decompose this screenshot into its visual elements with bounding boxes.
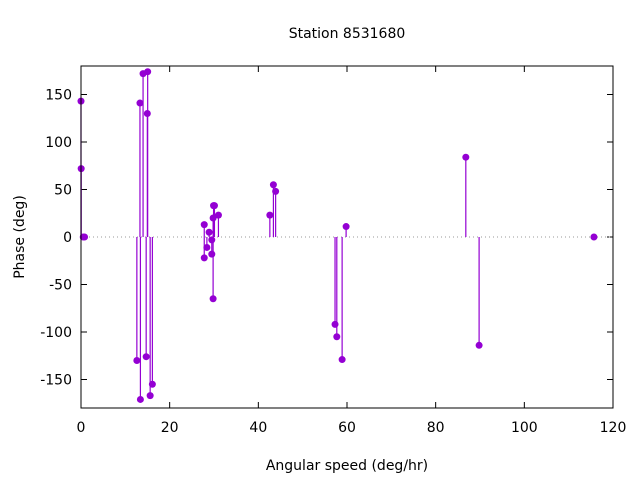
- data-point: [209, 295, 217, 303]
- data-point: [200, 221, 208, 229]
- data-point: [269, 181, 277, 189]
- x-tick-label: 60: [338, 420, 356, 436]
- x-tick-label: 120: [600, 420, 627, 436]
- x-tick-label: 20: [161, 420, 179, 436]
- data-point: [333, 333, 341, 341]
- x-tick-label: 0: [77, 420, 86, 436]
- plot-frame: [80, 65, 614, 409]
- y-tick-label: 50: [54, 183, 72, 199]
- data-point: [590, 233, 598, 241]
- y-tick-label: -150: [40, 373, 72, 389]
- y-tick-label: 100: [45, 135, 72, 151]
- data-point: [142, 353, 150, 361]
- data-point: [331, 320, 339, 328]
- data-point: [338, 356, 346, 364]
- y-tick-label: -100: [40, 325, 72, 341]
- data-point: [203, 243, 211, 251]
- data-point: [342, 223, 350, 231]
- data-point: [208, 250, 216, 258]
- chart-title: Station 8531680: [289, 26, 406, 42]
- data-point: [272, 187, 280, 195]
- x-axis-label: Angular speed (deg/hr): [266, 458, 428, 474]
- data-point: [146, 392, 154, 400]
- data-point: [144, 68, 152, 76]
- data-point: [81, 233, 89, 241]
- data-point: [200, 254, 208, 262]
- data-point: [475, 341, 483, 349]
- data-point: [133, 357, 141, 364]
- y-tick-label: 150: [45, 88, 72, 104]
- y-tick-label: 0: [63, 230, 72, 246]
- data-point: [205, 228, 213, 236]
- x-tick-label: 100: [511, 420, 538, 436]
- x-tick-label: 80: [427, 420, 445, 436]
- data-point: [462, 153, 470, 161]
- data-point: [136, 395, 144, 403]
- data-point: [148, 380, 156, 388]
- x-tick-label: 40: [249, 420, 267, 436]
- data-point: [266, 211, 274, 219]
- data-point: [214, 211, 222, 219]
- data-point: [210, 202, 218, 210]
- data-point: [136, 99, 144, 107]
- y-tick-label: -50: [49, 278, 72, 294]
- y-axis-label: Phase (deg): [12, 195, 28, 279]
